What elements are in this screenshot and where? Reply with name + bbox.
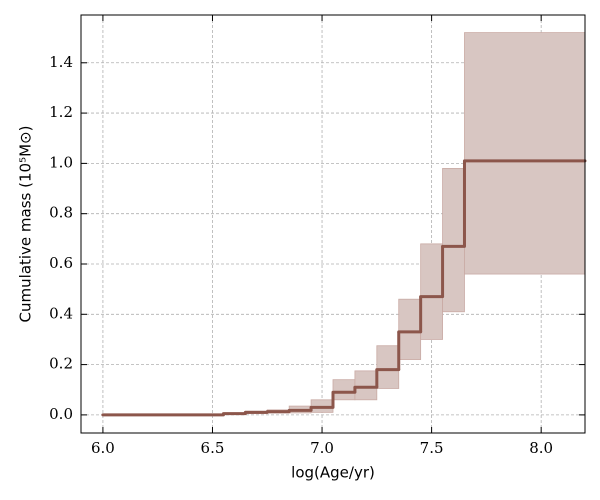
uncertainty-band [376, 345, 400, 389]
x-tick-label: 7.5 [420, 439, 444, 457]
y-tick-label: 0.2 [49, 355, 73, 373]
y-tick-label: 1.2 [49, 103, 73, 121]
x-tick-label: 8.0 [529, 439, 553, 457]
uncertainty-band [354, 370, 378, 401]
uncertainty-band [420, 243, 443, 340]
uncertainty-band [398, 298, 422, 360]
y-tick-label: 0.8 [49, 204, 73, 222]
x-tick-label: 6.0 [91, 439, 115, 457]
plot-frame [80, 14, 586, 434]
y-tick-label: 0.4 [49, 304, 73, 322]
y-tick-label: 1.0 [49, 153, 73, 171]
uncertainty-band [332, 379, 356, 401]
uncertainty-band [464, 32, 586, 275]
uncertainty-band [442, 168, 465, 313]
x-tick-label: 7.0 [310, 439, 334, 457]
y-axis-label: Cumulative mass (10⁵M⊙) [17, 126, 35, 323]
x-tick-label: 6.5 [201, 439, 225, 457]
y-tick-label: 0.0 [49, 405, 73, 423]
y-tick-label: 0.6 [49, 254, 73, 272]
x-axis-label: log(Age/yr) [291, 464, 375, 482]
y-tick-label: 1.4 [49, 53, 73, 71]
